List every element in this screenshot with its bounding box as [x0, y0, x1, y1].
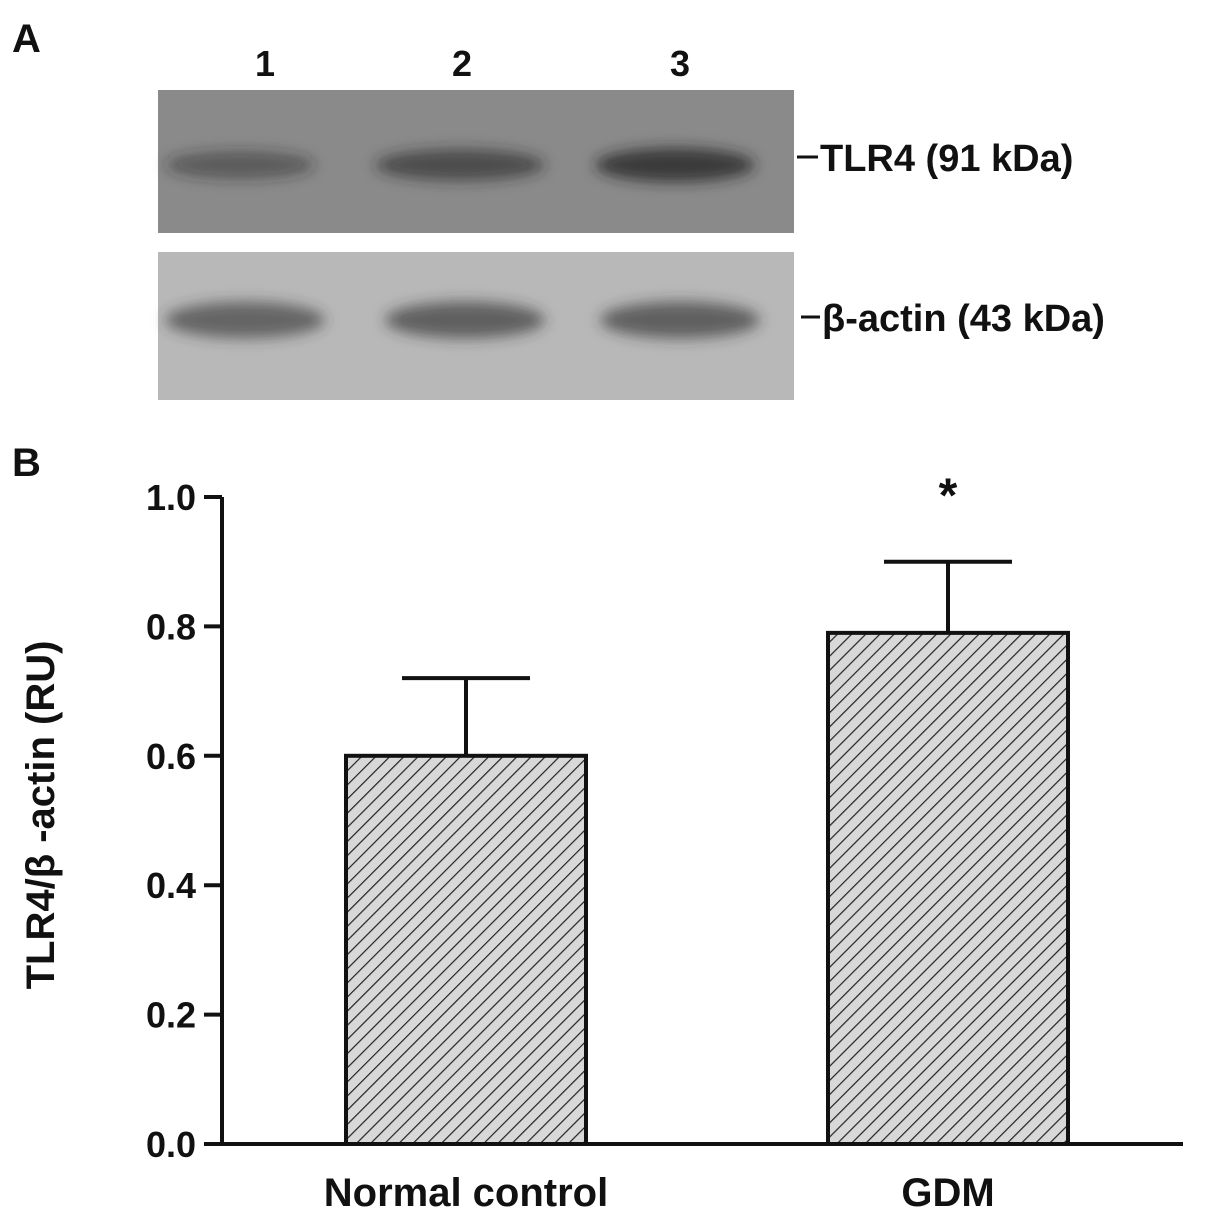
- y-axis-ticks: 0.0 0.2 0.4 0.6 0.8 1.0: [146, 477, 222, 1165]
- beta-actin-bands: [165, 301, 760, 339]
- tlr4-band-label: TLR4 (91 kDa): [820, 138, 1073, 180]
- tlr4-bands: [165, 147, 755, 183]
- y-axis-title: TLR4/β -actin (RU): [19, 641, 63, 990]
- beta-actin-band-label: β-actin (43 kDa): [822, 298, 1105, 340]
- beta-actin-band-3: [600, 301, 760, 339]
- western-blot: 1 2 3 TLR4 (91 kDa) β-actin (43 kDa): [158, 43, 1105, 400]
- category-labels: Normal control GDM: [324, 1171, 995, 1215]
- y-tick-label: 0.2: [146, 995, 196, 1036]
- bar-chart: TLR4/β -actin (RU) 0.00.20.40.60.81.0 * …: [19, 470, 1183, 1215]
- bar-gdm: [826, 630, 1070, 1146]
- tlr4-band-3: [595, 147, 755, 183]
- lane-labels: 1 2 3: [255, 43, 690, 84]
- panel-letter-a: A: [12, 17, 41, 61]
- category-label: GDM: [901, 1171, 994, 1215]
- y-tick-label: 0.6: [146, 736, 196, 777]
- lane-label-1: 1: [255, 43, 275, 84]
- bar-normal-control: [344, 753, 588, 1146]
- y-tick-label: 0.0: [146, 1124, 196, 1165]
- lane-label-3: 3: [670, 43, 690, 84]
- tlr4-band-2: [375, 149, 545, 181]
- y-tick-label: 1.0: [146, 477, 196, 518]
- bars: *: [344, 470, 1070, 1146]
- beta-actin-band-1: [165, 301, 325, 339]
- tlr4-band-1: [165, 150, 315, 180]
- lane-label-2: 2: [452, 43, 472, 84]
- panel-letter-b: B: [12, 441, 41, 485]
- y-tick-label: 0.4: [146, 865, 196, 906]
- category-label: Normal control: [324, 1171, 608, 1215]
- significance-marker: *: [939, 470, 958, 523]
- y-tick-label: 0.8: [146, 606, 196, 647]
- beta-actin-band-2: [385, 301, 545, 339]
